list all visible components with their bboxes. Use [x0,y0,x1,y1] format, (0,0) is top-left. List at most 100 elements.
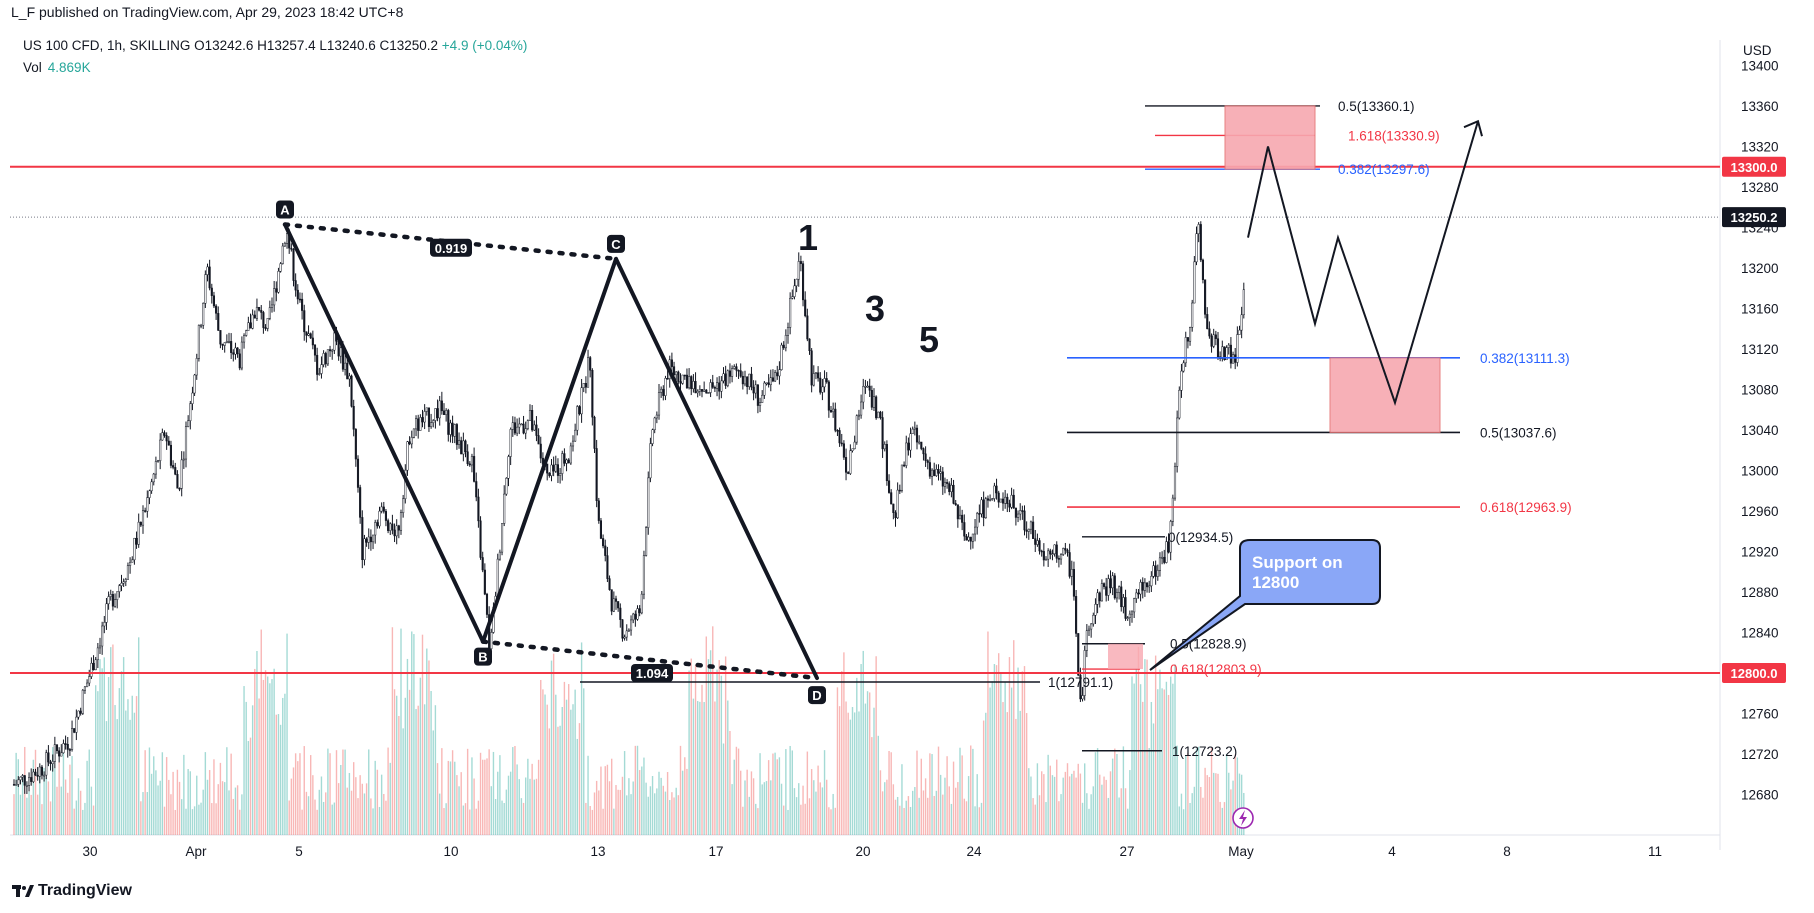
volume-bar [929,753,931,835]
volume-bar [836,687,839,835]
candle-body [688,376,691,389]
volume-bar [501,800,503,835]
candle-body [597,500,600,521]
volume-bar [1114,748,1116,835]
volume-bar [798,783,800,835]
volume-bar [148,747,151,835]
candle-body [941,471,944,487]
candle-body [365,538,368,543]
candle-body [569,445,572,464]
volume-bar [460,772,462,835]
volume-bar [662,785,664,835]
candle-body [425,407,428,412]
candle-body [834,408,837,431]
volume-bar [174,809,176,835]
volume-bar [795,797,798,835]
volume-bar [144,750,146,835]
candle-body [516,426,519,434]
candle-body [937,468,940,474]
candle-body [165,435,168,442]
candle-body [619,607,622,620]
volume-bar [1036,763,1039,835]
volume-bar [808,798,811,835]
x-tick-label: 13 [590,844,605,859]
volume-bar [346,787,348,835]
volume-bar [232,798,234,835]
volume-bar [1015,718,1017,835]
candle-body [453,424,456,437]
volume-bar [1028,768,1030,835]
volume-bar [84,802,86,835]
candle-body [804,299,807,317]
candle-body [1130,611,1134,615]
volume-bar [1058,801,1060,835]
volume-bar [737,748,740,835]
y-tick-label: 13200 [1741,261,1779,276]
volume-bar [557,726,559,835]
candle-body [1165,541,1168,563]
x-tick-label: 20 [855,844,870,859]
volume-bar [1053,776,1056,835]
candle-body [518,423,521,428]
candle-body [860,401,863,416]
volume-bar [161,752,164,835]
volume-bar [724,656,727,835]
volume-bar [697,701,699,835]
candle-body [1167,541,1170,553]
candle-body [576,406,579,431]
candle-body [1120,586,1123,608]
candle-body [389,523,392,531]
volume-bar [211,803,213,835]
volume-bar [215,803,217,835]
volume-bar [703,702,705,835]
volume-bar [819,782,821,835]
volume-bar [1238,773,1241,835]
volume-bar [415,709,417,835]
volume-bar [56,786,58,835]
volume-bar [525,777,527,835]
volume-bar [58,762,60,835]
volume-bar [1073,770,1075,835]
candle-body [126,565,130,580]
volume-bar [916,750,918,835]
candle-body [584,383,587,388]
candle-body [249,322,252,329]
volume-bar [146,792,148,835]
volume-bar [1236,757,1239,835]
candle-body [1062,548,1065,555]
volume-bar [1034,804,1036,835]
candle-body [1195,233,1198,263]
pattern-point-box [808,686,826,705]
volume-bar [507,775,510,835]
candle-body [630,619,633,631]
volume-bar [79,790,82,835]
candle-body [1109,578,1112,589]
volume-bar [1135,668,1137,835]
volume-bar [933,795,935,835]
volume-bar [1023,666,1026,835]
candle-body [728,370,732,377]
candle-body [713,387,716,389]
candle-body [1186,337,1189,342]
volume-bar [1157,689,1159,835]
candle-body [705,389,708,394]
candle-body [903,464,906,467]
volume-bar [905,800,907,835]
volume-bar [720,675,723,835]
volume-bar [34,749,37,835]
target-zone [1329,357,1441,433]
volume-bar [258,698,260,835]
volume-info: Vol 4.869K [23,60,91,75]
candle-body [1227,344,1230,348]
volume-bar [1079,773,1082,835]
volume-bar [1088,808,1090,835]
candle-body [1025,529,1028,532]
volume-bar [750,771,753,835]
candle-body [939,471,942,474]
volume-bar [404,697,406,835]
volume-bar [961,755,963,835]
volume-bar [49,801,52,835]
candle-body [25,785,28,787]
volume-bar [1193,786,1196,835]
